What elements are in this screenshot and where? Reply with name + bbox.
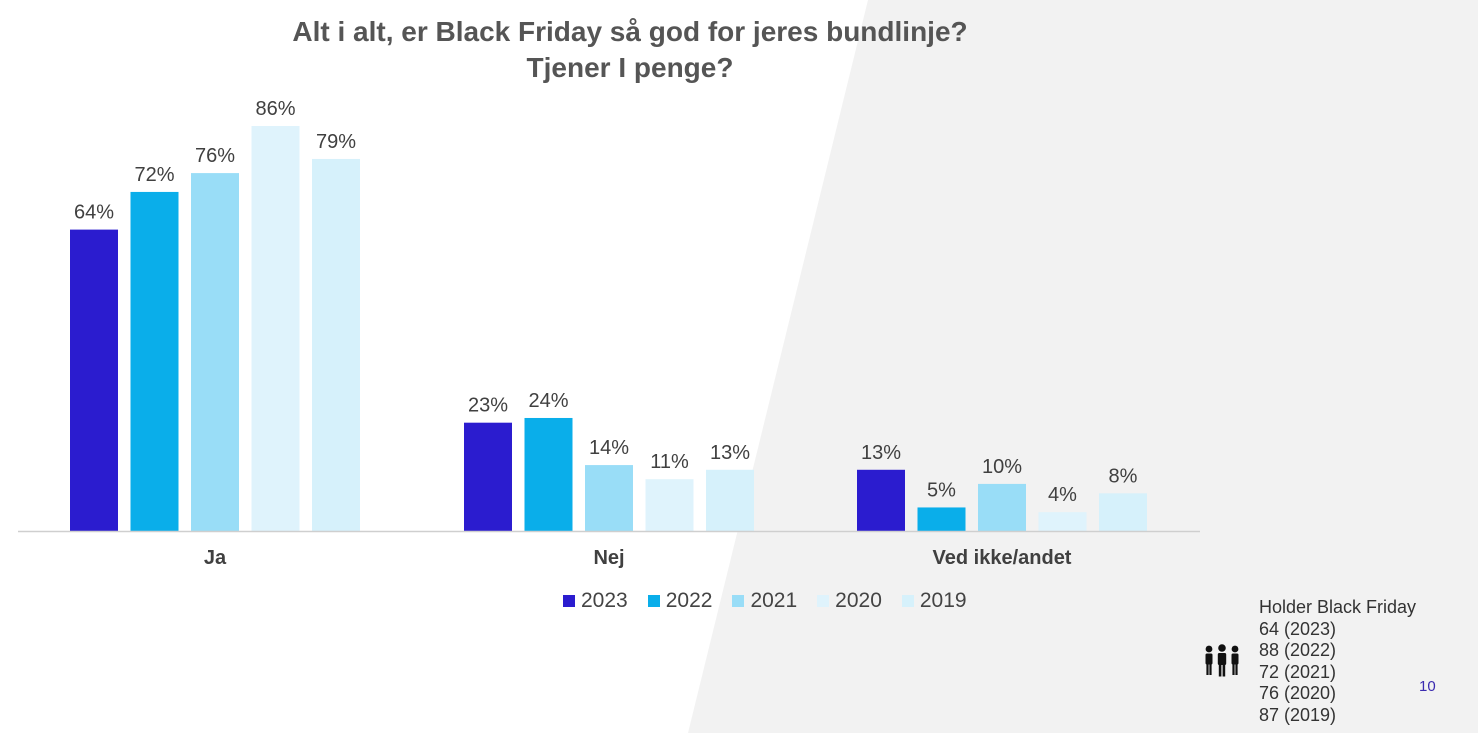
data-label-ja-2022: 72% <box>134 164 174 186</box>
note-line-2023: 64 (2023) <box>1259 618 1337 639</box>
data-label-nej-2020: 11% <box>650 451 689 473</box>
legend-label-2019: 2019 <box>919 589 967 612</box>
data-label-nej-2023: 23% <box>468 395 508 417</box>
data-label-ved-ikke-andet-2021: 10% <box>982 456 1022 478</box>
data-label-ved-ikke-andet-2023: 13% <box>861 442 901 464</box>
legend-swatch-2023 <box>563 595 575 607</box>
note-line-2021: 72 (2021) <box>1259 661 1337 682</box>
chart-legend: 2023 2022 2021 2020 2019 <box>563 589 967 613</box>
legend-item-2023: 2023 <box>563 589 628 613</box>
data-label-ved-ikke-andet-2019: 8% <box>1109 465 1138 487</box>
category-label-ja: Ja <box>204 547 227 569</box>
bar-ved-ikke-andet-2022 <box>917 507 966 531</box>
note-line-2019: 87 (2019) <box>1259 704 1337 725</box>
data-label-ja-2021: 76% <box>195 145 235 167</box>
chart-title-line-1: Alt i alt, er Black Friday så god for je… <box>292 16 968 47</box>
legend-item-2020: 2020 <box>817 589 882 613</box>
data-label-ved-ikke-andet-2022: 5% <box>927 479 956 501</box>
bar-ja-2023 <box>70 229 118 531</box>
bar-ja-2021 <box>191 173 239 531</box>
legend-label-2020: 2020 <box>835 589 882 612</box>
bar-ja-2019 <box>312 158 360 531</box>
legend-swatch-2020 <box>817 595 830 607</box>
data-label-ja-2023: 64% <box>74 202 114 224</box>
legend-label-2023: 2023 <box>581 589 628 612</box>
note-line-2022: 88 (2022) <box>1259 640 1337 661</box>
legend-swatch-2019 <box>901 595 914 607</box>
note-line-2020: 76 (2020) <box>1259 683 1337 704</box>
data-label-ja-2019: 79% <box>316 131 356 153</box>
data-label-nej-2022: 24% <box>528 390 568 412</box>
note-header: Holder Black Friday <box>1259 597 1417 617</box>
category-label-nej: Nej <box>593 547 624 569</box>
data-label-nej-2019: 13% <box>710 442 750 464</box>
chart-title: Alt i alt, er Black Friday så god for je… <box>230 14 1030 86</box>
people-group-icon <box>1205 644 1239 677</box>
bar-ja-2020 <box>251 126 300 531</box>
bar-ved-ikke-andet-2023 <box>857 469 905 531</box>
data-label-ved-ikke-andet-2020: 4% <box>1048 484 1077 506</box>
bar-ved-ikke-andet-2019 <box>1099 493 1147 531</box>
legend-swatch-2021 <box>732 595 745 607</box>
category-label-ved-ikke-andet: Ved ikke/andet <box>933 547 1072 569</box>
bar-nej-2019 <box>706 469 754 531</box>
data-label-nej-2021: 14% <box>589 437 629 459</box>
bar-nej-2022 <box>524 417 573 531</box>
bar-nej-2023 <box>464 422 512 531</box>
chart-title-line-2: Tjener I penge? <box>526 52 734 83</box>
participation-note: Holder Black Friday 64 (2023) 88 (2022) … <box>1259 597 1416 727</box>
legend-swatch-2022 <box>647 595 660 607</box>
legend-item-2019: 2019 <box>901 589 967 613</box>
legend-label-2021: 2021 <box>750 589 798 612</box>
legend-item-2021: 2021 <box>732 589 797 613</box>
bar-ja-2022 <box>130 191 179 531</box>
bar-ved-ikke-andet-2020 <box>1038 512 1087 531</box>
bar-nej-2021 <box>585 465 633 531</box>
bar-nej-2020 <box>645 479 694 531</box>
data-label-ja-2020: 86% <box>255 98 295 120</box>
legend-label-2022: 2022 <box>665 589 713 612</box>
page-number: 10 <box>1419 678 1436 695</box>
bar-ved-ikke-andet-2021 <box>978 483 1026 531</box>
legend-item-2022: 2022 <box>647 589 713 613</box>
